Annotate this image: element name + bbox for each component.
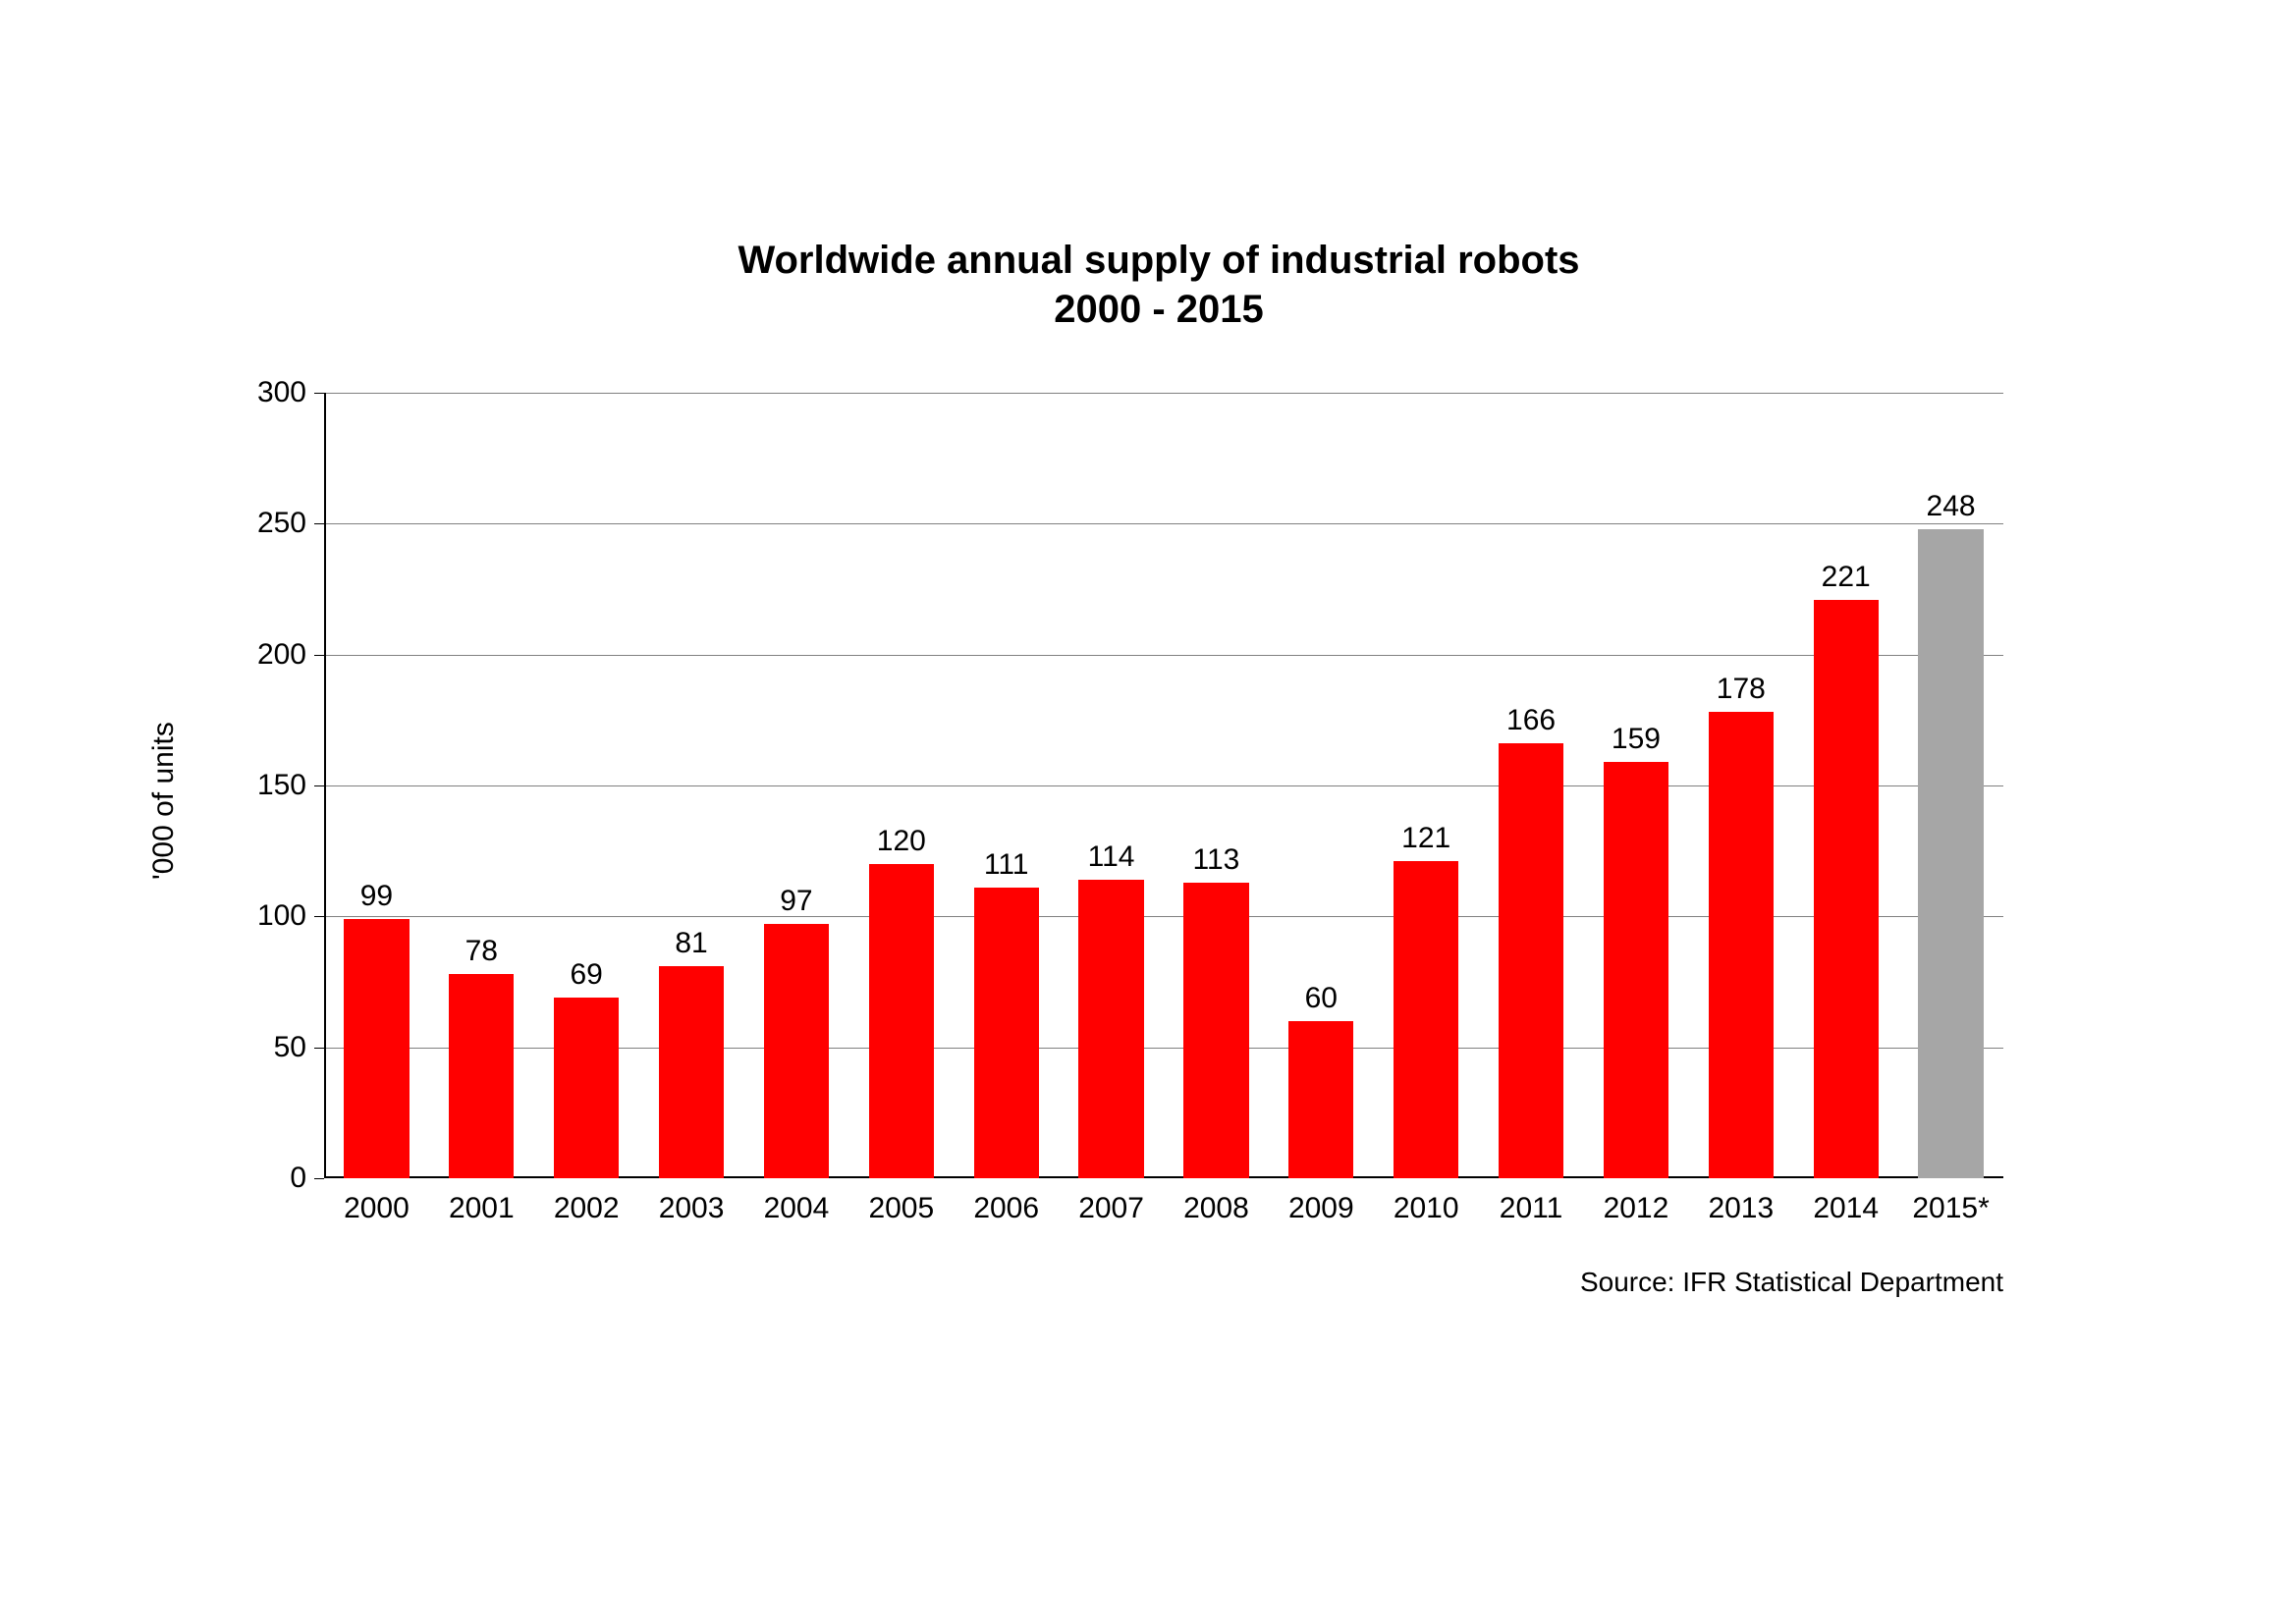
bar-value-label: 121 — [1394, 822, 1458, 855]
bar: 248 — [1918, 529, 1983, 1178]
bar-value-label: 99 — [344, 880, 409, 913]
bar-value-label: 120 — [869, 825, 934, 858]
bar: 221 — [1814, 600, 1879, 1178]
bar: 120 — [869, 864, 934, 1178]
bar-value-label: 221 — [1814, 561, 1879, 594]
xtick-label: 2009 — [1288, 1192, 1354, 1225]
xtick-label: 2007 — [1078, 1192, 1144, 1225]
bar: 111 — [974, 888, 1039, 1178]
bar-value-label: 60 — [1288, 982, 1353, 1015]
xtick-label: 2001 — [449, 1192, 515, 1225]
xtick-label: 2012 — [1604, 1192, 1669, 1225]
y-axis-label: '000 of units — [147, 722, 181, 880]
bar: 121 — [1394, 861, 1458, 1178]
xtick-label: 2011 — [1500, 1192, 1563, 1225]
xtick-label: 2000 — [344, 1192, 410, 1225]
bar: 159 — [1604, 762, 1668, 1178]
chart-title: Worldwide annual supply of industrial ro… — [206, 236, 2111, 334]
bar: 97 — [764, 924, 829, 1178]
bar: 178 — [1709, 712, 1774, 1178]
ytick-label: 150 — [257, 769, 306, 802]
xtick-label: 2006 — [973, 1192, 1039, 1225]
xtick-label: 2008 — [1183, 1192, 1249, 1225]
bar-value-label: 159 — [1604, 723, 1668, 756]
xtick-label: 2013 — [1708, 1192, 1774, 1225]
bar: 78 — [449, 974, 514, 1178]
bar-value-label: 97 — [764, 885, 829, 918]
bar-value-label: 114 — [1078, 840, 1143, 874]
ytick-label: 0 — [290, 1162, 306, 1195]
bar: 60 — [1288, 1021, 1353, 1178]
ytick-label: 100 — [257, 899, 306, 933]
bar-value-label: 69 — [554, 958, 619, 992]
chart-container: Worldwide annual supply of industrial ro… — [206, 236, 2111, 1298]
xtick-label: 2005 — [868, 1192, 934, 1225]
bar-value-label: 113 — [1183, 843, 1248, 877]
bar-value-label: 81 — [659, 927, 724, 960]
bar-value-label: 248 — [1918, 490, 1983, 523]
bar-value-label: 178 — [1709, 673, 1774, 706]
ytick-label: 200 — [257, 638, 306, 672]
bar-value-label: 111 — [974, 848, 1039, 882]
ytick-mark — [314, 1178, 324, 1179]
xtick-label: 2004 — [764, 1192, 830, 1225]
chart-title-line2: 2000 - 2015 — [206, 285, 2111, 334]
ytick-label: 250 — [257, 507, 306, 540]
plot-area: '000 of units 050100150200250300 9978698… — [324, 393, 2003, 1178]
ytick-label: 50 — [274, 1031, 306, 1064]
chart-title-line1: Worldwide annual supply of industrial ro… — [206, 236, 2111, 285]
bar: 81 — [659, 966, 724, 1178]
xtick-label: 2015* — [1912, 1192, 1989, 1225]
ytick-mark — [314, 1048, 324, 1049]
ytick-mark — [314, 393, 324, 394]
bar: 99 — [344, 919, 409, 1178]
bar: 166 — [1499, 743, 1563, 1178]
xtick-label: 2002 — [554, 1192, 620, 1225]
xtick-label: 2003 — [659, 1192, 725, 1225]
bar: 114 — [1078, 880, 1143, 1178]
bar: 69 — [554, 998, 619, 1178]
xtick-label: 2014 — [1813, 1192, 1879, 1225]
bar: 113 — [1183, 883, 1248, 1178]
bar-value-label: 78 — [449, 935, 514, 968]
xtick-label: 2010 — [1394, 1192, 1459, 1225]
bars-group: 9978698197120111114113601211661591782212… — [324, 393, 2003, 1178]
source-caption: Source: IFR Statistical Department — [206, 1267, 2003, 1298]
ytick-mark — [314, 523, 324, 524]
ytick-mark — [314, 785, 324, 786]
ytick-mark — [314, 916, 324, 917]
ytick-label: 300 — [257, 376, 306, 409]
bar-value-label: 166 — [1499, 704, 1563, 737]
ytick-mark — [314, 655, 324, 656]
